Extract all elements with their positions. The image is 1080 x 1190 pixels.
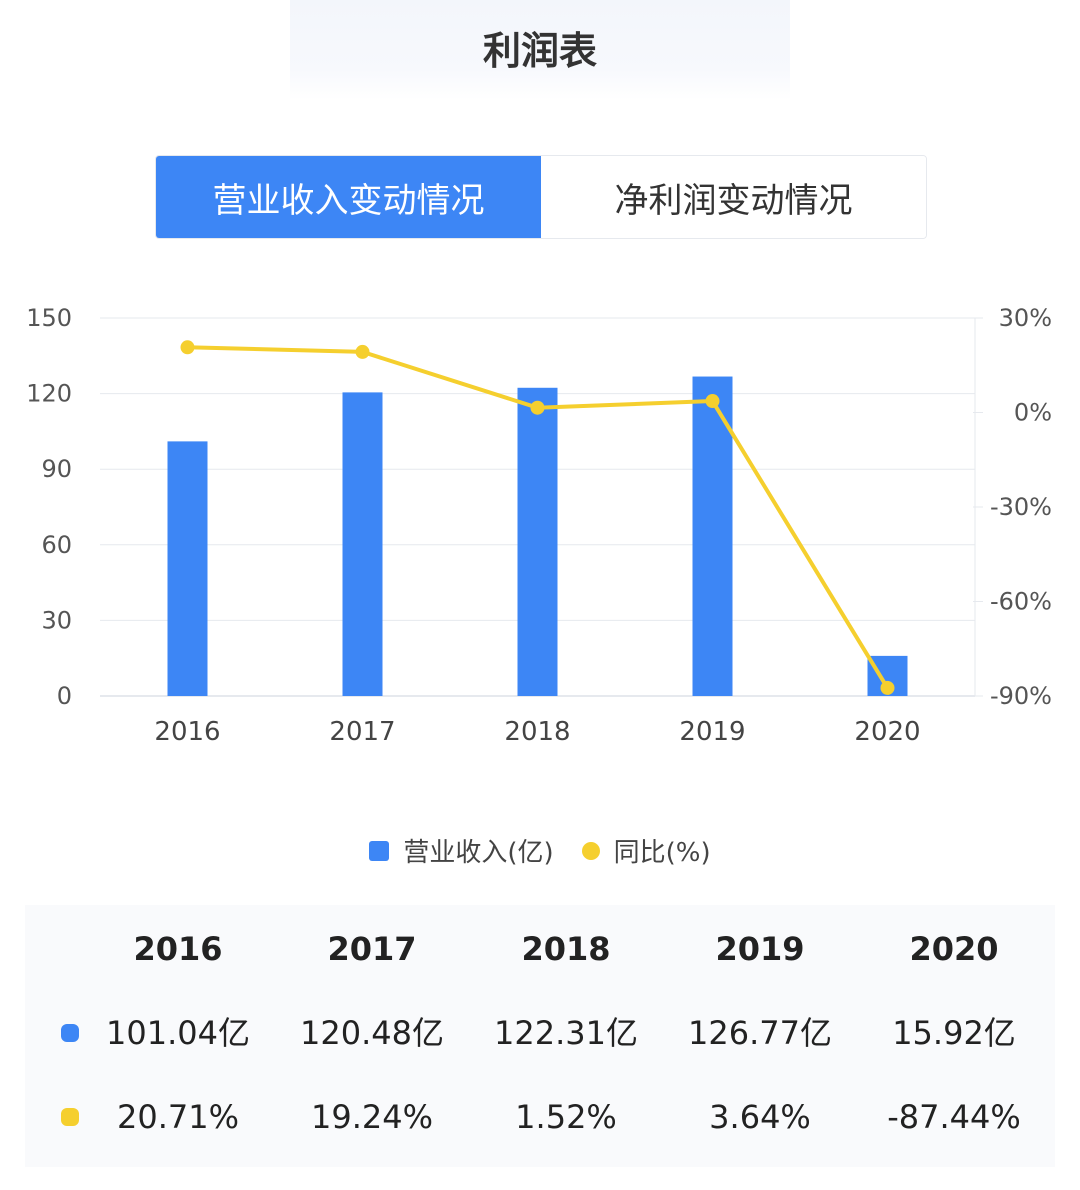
tab-net-profit-change[interactable]: 净利润变动情况: [541, 156, 926, 238]
y-left-tick-label: 120: [26, 380, 72, 408]
legend-square-icon: [369, 840, 390, 861]
title-background: [290, 0, 790, 100]
y-left-tick-label: 60: [41, 531, 72, 559]
revenue-marker-icon: [61, 1024, 79, 1042]
x-tick-label: 2019: [679, 717, 745, 747]
table-header-cell: 2020: [909, 930, 999, 968]
data-table: 2016 2017 2018 2019 2020 101.04亿 120.48亿…: [25, 905, 1055, 1167]
table-cell: 120.48亿: [300, 1014, 444, 1052]
y-left-tick-label: 0: [57, 682, 72, 710]
x-tick-label: 2020: [854, 717, 920, 747]
yoy-point: [180, 340, 195, 355]
table-cell: 15.92亿: [892, 1014, 1016, 1052]
table-header-cell: 2018: [521, 930, 611, 968]
legend-item-yoy[interactable]: 同比(%): [581, 832, 711, 869]
table-row-yoy: 20.71% 19.24% 1.52% 3.64% -87.44%: [25, 1087, 1055, 1147]
table-cell: -87.44%: [887, 1098, 1021, 1136]
table-cell: 3.64%: [709, 1098, 811, 1136]
table-header-cell: 2017: [327, 930, 417, 968]
y-left-tick-label: 90: [41, 455, 72, 483]
revenue-chart: 0 30 60 90 120 150 -90% -60% -30% 0% 30% 2016 2017 20…: [26, 304, 1052, 747]
table-row-revenue: 101.04亿 120.48亿 122.31亿 126.77亿 15.92亿: [25, 1003, 1055, 1063]
tab-bar: 营业收入变动情况 净利润变动情况: [155, 155, 927, 239]
yoy-marker-icon: [61, 1108, 79, 1126]
y-right-tick-label: 30%: [999, 304, 1052, 332]
x-tick-label: 2017: [329, 717, 395, 747]
table-cell: 122.31亿: [494, 1014, 638, 1052]
table-header-cell: 2016: [133, 930, 223, 968]
x-tick-label: 2016: [154, 717, 220, 747]
table-header-cell: 2019: [715, 930, 805, 968]
legend-label-yoy: 同比(%): [613, 838, 711, 868]
table-header-row: 2016 2017 2018 2019 2020: [25, 919, 1055, 979]
bar: [692, 376, 733, 696]
table-cell: 101.04亿: [106, 1014, 250, 1052]
y-right-tick-label: -90%: [990, 682, 1052, 710]
table-cell: 126.77亿: [688, 1014, 832, 1052]
y-right-tick-label: -30%: [990, 493, 1052, 521]
table-cell: 19.24%: [310, 1098, 433, 1136]
y-left-tick-label: 150: [26, 304, 72, 332]
y-left-tick-label: 30: [41, 606, 72, 634]
bar: [517, 387, 558, 696]
legend-item-revenue[interactable]: 营业收入(亿): [369, 832, 554, 869]
yoy-point: [705, 394, 720, 409]
legend-label-revenue: 营业收入(亿): [403, 838, 554, 868]
legend-dot-icon: [581, 841, 600, 860]
tab-revenue-change[interactable]: 营业收入变动情况: [156, 156, 541, 238]
yoy-point: [530, 400, 545, 415]
y-right-tick-label: 0%: [1014, 399, 1052, 427]
page-title: 利润表: [482, 29, 597, 73]
bar: [342, 392, 383, 696]
table-cell: 1.52%: [515, 1098, 617, 1136]
x-tick-label: 2018: [504, 717, 570, 747]
table-cell: 20.71%: [116, 1098, 239, 1136]
yoy-point: [355, 344, 370, 359]
y-right-tick-label: -60%: [990, 588, 1052, 616]
chart-legend: 营业收入(亿) 同比(%): [0, 832, 1080, 869]
bar: [167, 441, 208, 696]
yoy-point: [880, 680, 895, 695]
